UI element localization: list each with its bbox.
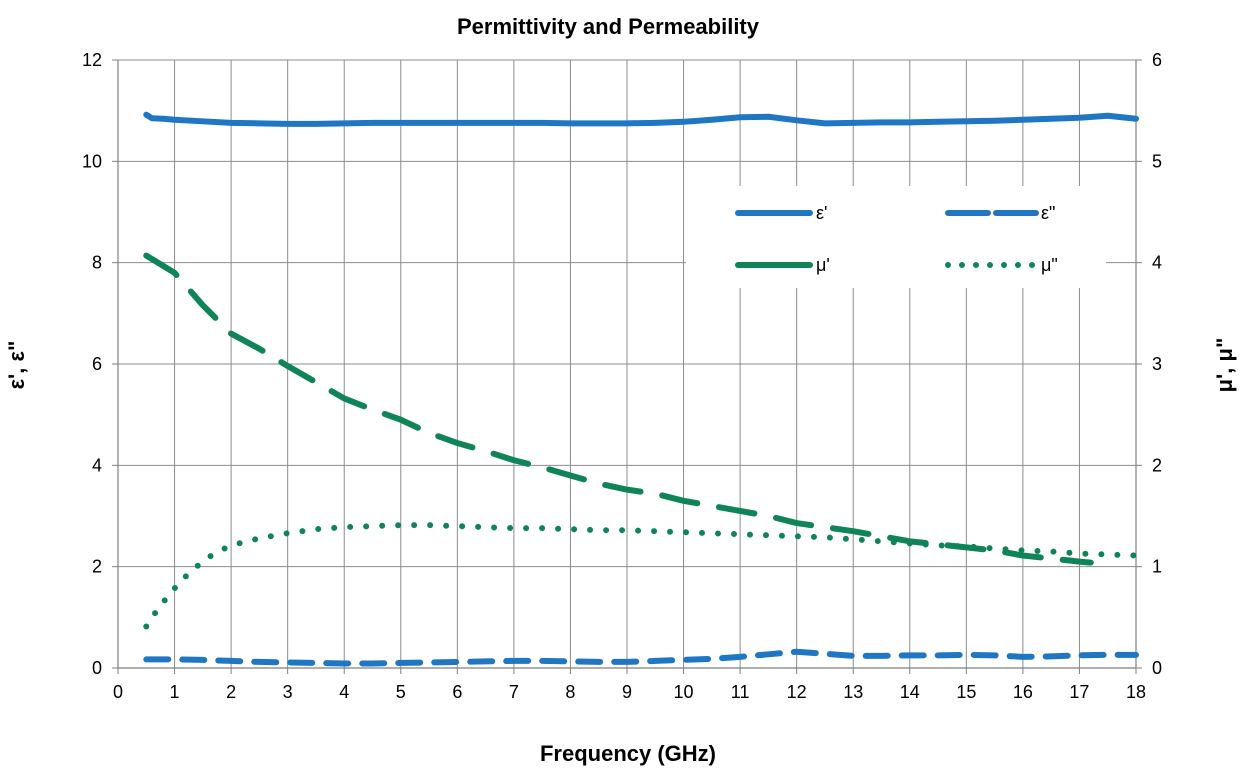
x-tick-label: 5	[396, 682, 406, 702]
x-tick-label: 11	[731, 682, 750, 702]
series-line	[143, 648, 1139, 667]
series-line	[143, 252, 1094, 566]
legend-box	[686, 186, 1106, 288]
x-tick-label: 9	[622, 682, 632, 702]
x-tick-label: 8	[565, 682, 575, 702]
legend-label: ε"	[1041, 203, 1055, 223]
x-tick-label: 0	[113, 682, 123, 702]
y-left-axis-title: ε', ε"	[4, 341, 29, 390]
y-left-tick-label: 12	[82, 50, 102, 70]
y-left-tick-label: 10	[82, 151, 102, 171]
x-tick-label: 1	[170, 682, 180, 702]
x-tick-label: 2	[226, 682, 236, 702]
x-tick-label: 3	[283, 682, 293, 702]
series-line	[143, 522, 1139, 630]
series-4	[143, 522, 1139, 630]
x-tick-label: 17	[1069, 682, 1089, 702]
x-tick-label: 14	[900, 682, 920, 702]
x-tick-label: 10	[674, 682, 694, 702]
series-2	[143, 648, 1139, 667]
y-right-tick-label: 2	[1152, 455, 1162, 475]
x-tick-label: 4	[339, 682, 349, 702]
y-left-tick-label: 2	[92, 557, 102, 577]
legend-label: ε'	[816, 203, 827, 223]
y-left-tick-label: 6	[92, 354, 102, 374]
series-3	[143, 252, 1094, 566]
x-tick-label: 16	[1013, 682, 1033, 702]
legend: ε' ε" μ' μ"	[686, 186, 1106, 288]
x-tick-label: 7	[509, 682, 519, 702]
y-right-axis-title: μ', μ"	[1212, 338, 1237, 393]
legend-label: μ"	[1041, 255, 1058, 275]
x-tick-label: 13	[843, 682, 863, 702]
y-right-tick-label: 4	[1152, 253, 1162, 273]
y-right-tick-label: 1	[1152, 557, 1162, 577]
series-line	[143, 111, 1139, 127]
legend-items: ε' ε" μ' μ"	[735, 203, 1058, 275]
y-left-tick-label: 8	[92, 253, 102, 273]
y-right-axis-ticks: 0 1 2 3 4 5 6	[1136, 50, 1162, 678]
x-tick-label: 12	[787, 682, 807, 702]
y-right-tick-label: 6	[1152, 50, 1162, 70]
series-1	[143, 111, 1139, 127]
x-axis-ticks: 0 1 2 3 4 5 6 7 8 9 10 11 12 13 14 15 16 17 18	[113, 668, 1146, 702]
y-left-tick-label: 0	[92, 658, 102, 678]
y-right-tick-label: 3	[1152, 354, 1162, 374]
x-tick-label: 6	[452, 682, 462, 702]
series-layer	[143, 111, 1139, 667]
x-tick-label: 18	[1126, 682, 1146, 702]
chart-title: Permittivity and Permeability	[457, 14, 760, 39]
legend-label: μ'	[816, 255, 830, 275]
y-right-tick-label: 5	[1152, 151, 1162, 171]
y-left-tick-label: 4	[92, 455, 102, 475]
x-axis-title: Frequency (GHz)	[540, 741, 716, 766]
y-left-axis-ticks: 0 2 4 6 8 10 12	[82, 50, 118, 678]
x-tick-label: 15	[956, 682, 976, 702]
y-right-tick-label: 0	[1152, 658, 1162, 678]
